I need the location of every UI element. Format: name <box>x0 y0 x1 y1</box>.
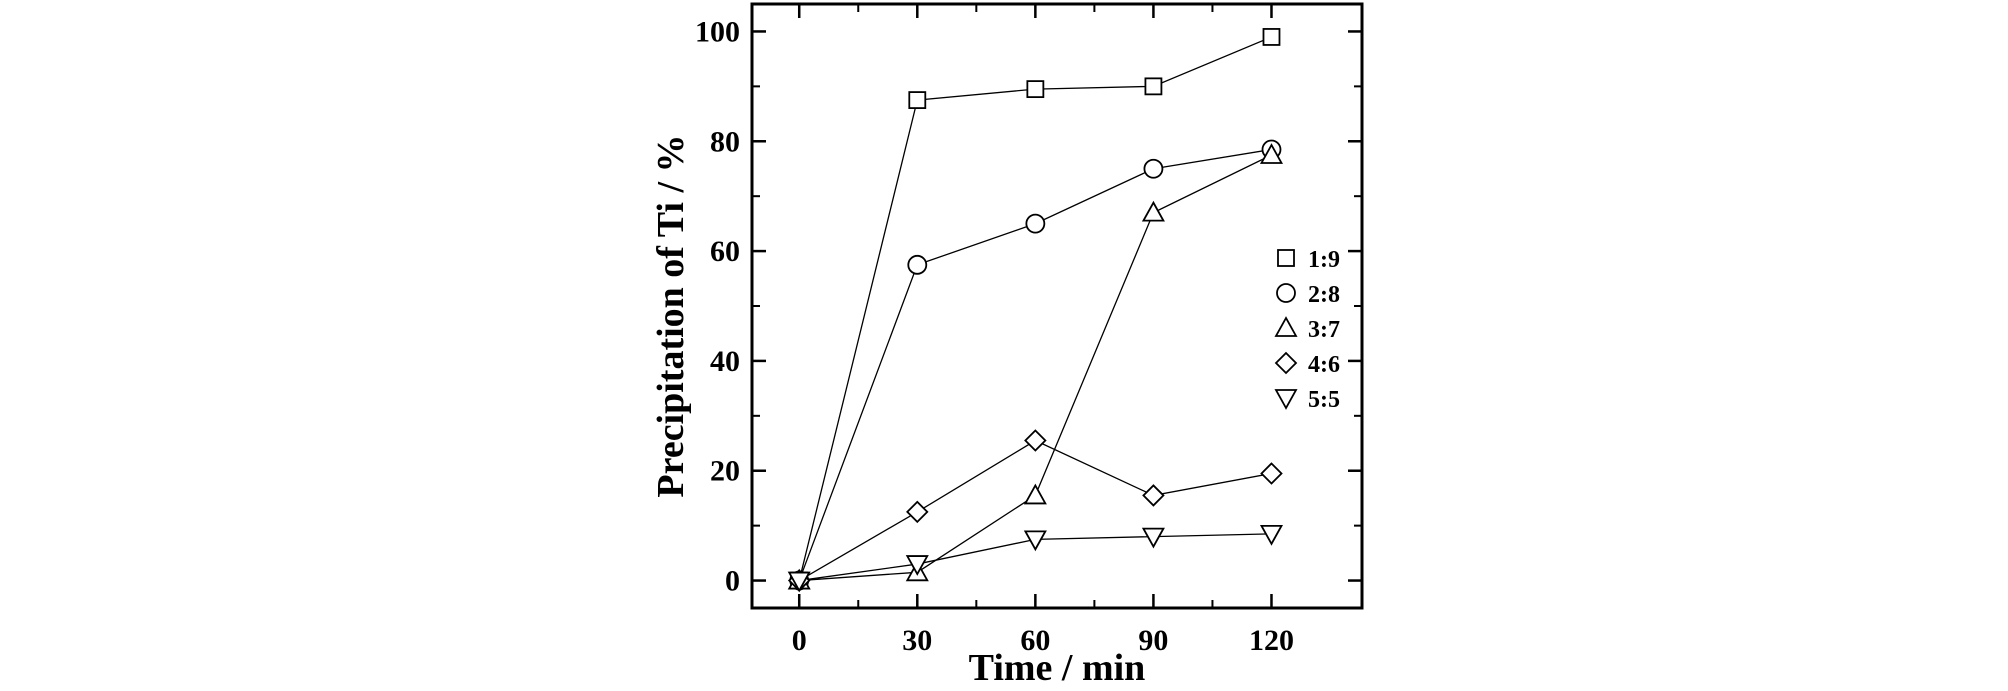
legend-marker <box>1274 316 1298 337</box>
ticks-layer: 0 30 60 90 120 0 20 40 60 80 100 <box>695 4 1362 657</box>
legend-marker <box>1277 249 1295 267</box>
legend-label: 2:8 <box>1308 282 1340 308</box>
data-point <box>1026 80 1045 99</box>
legend: 1:9 2:8 3:7 4:6 5:5 <box>1274 247 1340 413</box>
y-tick-label: 60 <box>710 235 740 268</box>
data-point <box>1142 484 1165 507</box>
y-tick-label: 20 <box>710 455 740 488</box>
legend-label: 4:6 <box>1308 352 1340 378</box>
legend-marker <box>1274 351 1298 375</box>
y-tick-label: 100 <box>695 15 740 48</box>
x-tick-label: 0 <box>792 624 807 657</box>
data-point <box>1143 158 1164 179</box>
legend-item: 1:9 <box>1277 247 1340 273</box>
data-point <box>1259 524 1284 546</box>
x-tick-label: 60 <box>1020 624 1050 657</box>
legend-item: 5:5 <box>1274 387 1340 413</box>
series-markers-1-9 <box>790 28 1281 590</box>
legend-item: 2:8 <box>1276 282 1340 308</box>
legend-label: 3:7 <box>1308 317 1340 343</box>
data-point <box>1260 462 1283 485</box>
data-point <box>906 500 929 524</box>
data-point <box>787 571 811 593</box>
data-point <box>1259 143 1284 164</box>
data-point <box>908 91 927 109</box>
data-point <box>1023 483 1047 505</box>
data-point <box>1141 527 1165 549</box>
data-point <box>1144 77 1163 96</box>
y-tick-label: 40 <box>710 345 740 378</box>
series-markers-5-5 <box>787 524 1284 593</box>
x-axis-title: Time / min <box>969 647 1146 686</box>
x-tick-label: 120 <box>1249 624 1294 657</box>
data-point <box>1024 429 1047 452</box>
series-layer <box>787 28 1284 593</box>
legend-item: 4:6 <box>1274 351 1340 378</box>
legend-label: 5:5 <box>1308 387 1340 413</box>
plot-frame <box>750 2 1364 610</box>
series-4-6 <box>798 439 1272 582</box>
y-tick-label: 0 <box>725 565 740 598</box>
data-point <box>1025 213 1046 234</box>
legend-marker <box>1274 389 1298 410</box>
y-axis-title: Precipitation of Ti / % <box>650 134 692 497</box>
y-tick-label: 80 <box>710 125 740 158</box>
data-point <box>1262 28 1281 46</box>
x-tick-label: 90 <box>1138 624 1168 657</box>
series-markers-3-7 <box>787 143 1284 590</box>
legend-item: 3:7 <box>1274 316 1340 343</box>
legend-label: 1:9 <box>1308 247 1340 273</box>
data-point <box>905 555 929 576</box>
data-point <box>1023 530 1047 552</box>
legend-marker <box>1276 283 1296 303</box>
data-point <box>907 254 928 275</box>
series-markers-2-8 <box>789 139 1282 591</box>
data-point <box>1141 200 1165 222</box>
series-markers-4-6 <box>787 429 1283 592</box>
x-tick-label: 30 <box>902 624 932 657</box>
series-line <box>798 439 1272 582</box>
